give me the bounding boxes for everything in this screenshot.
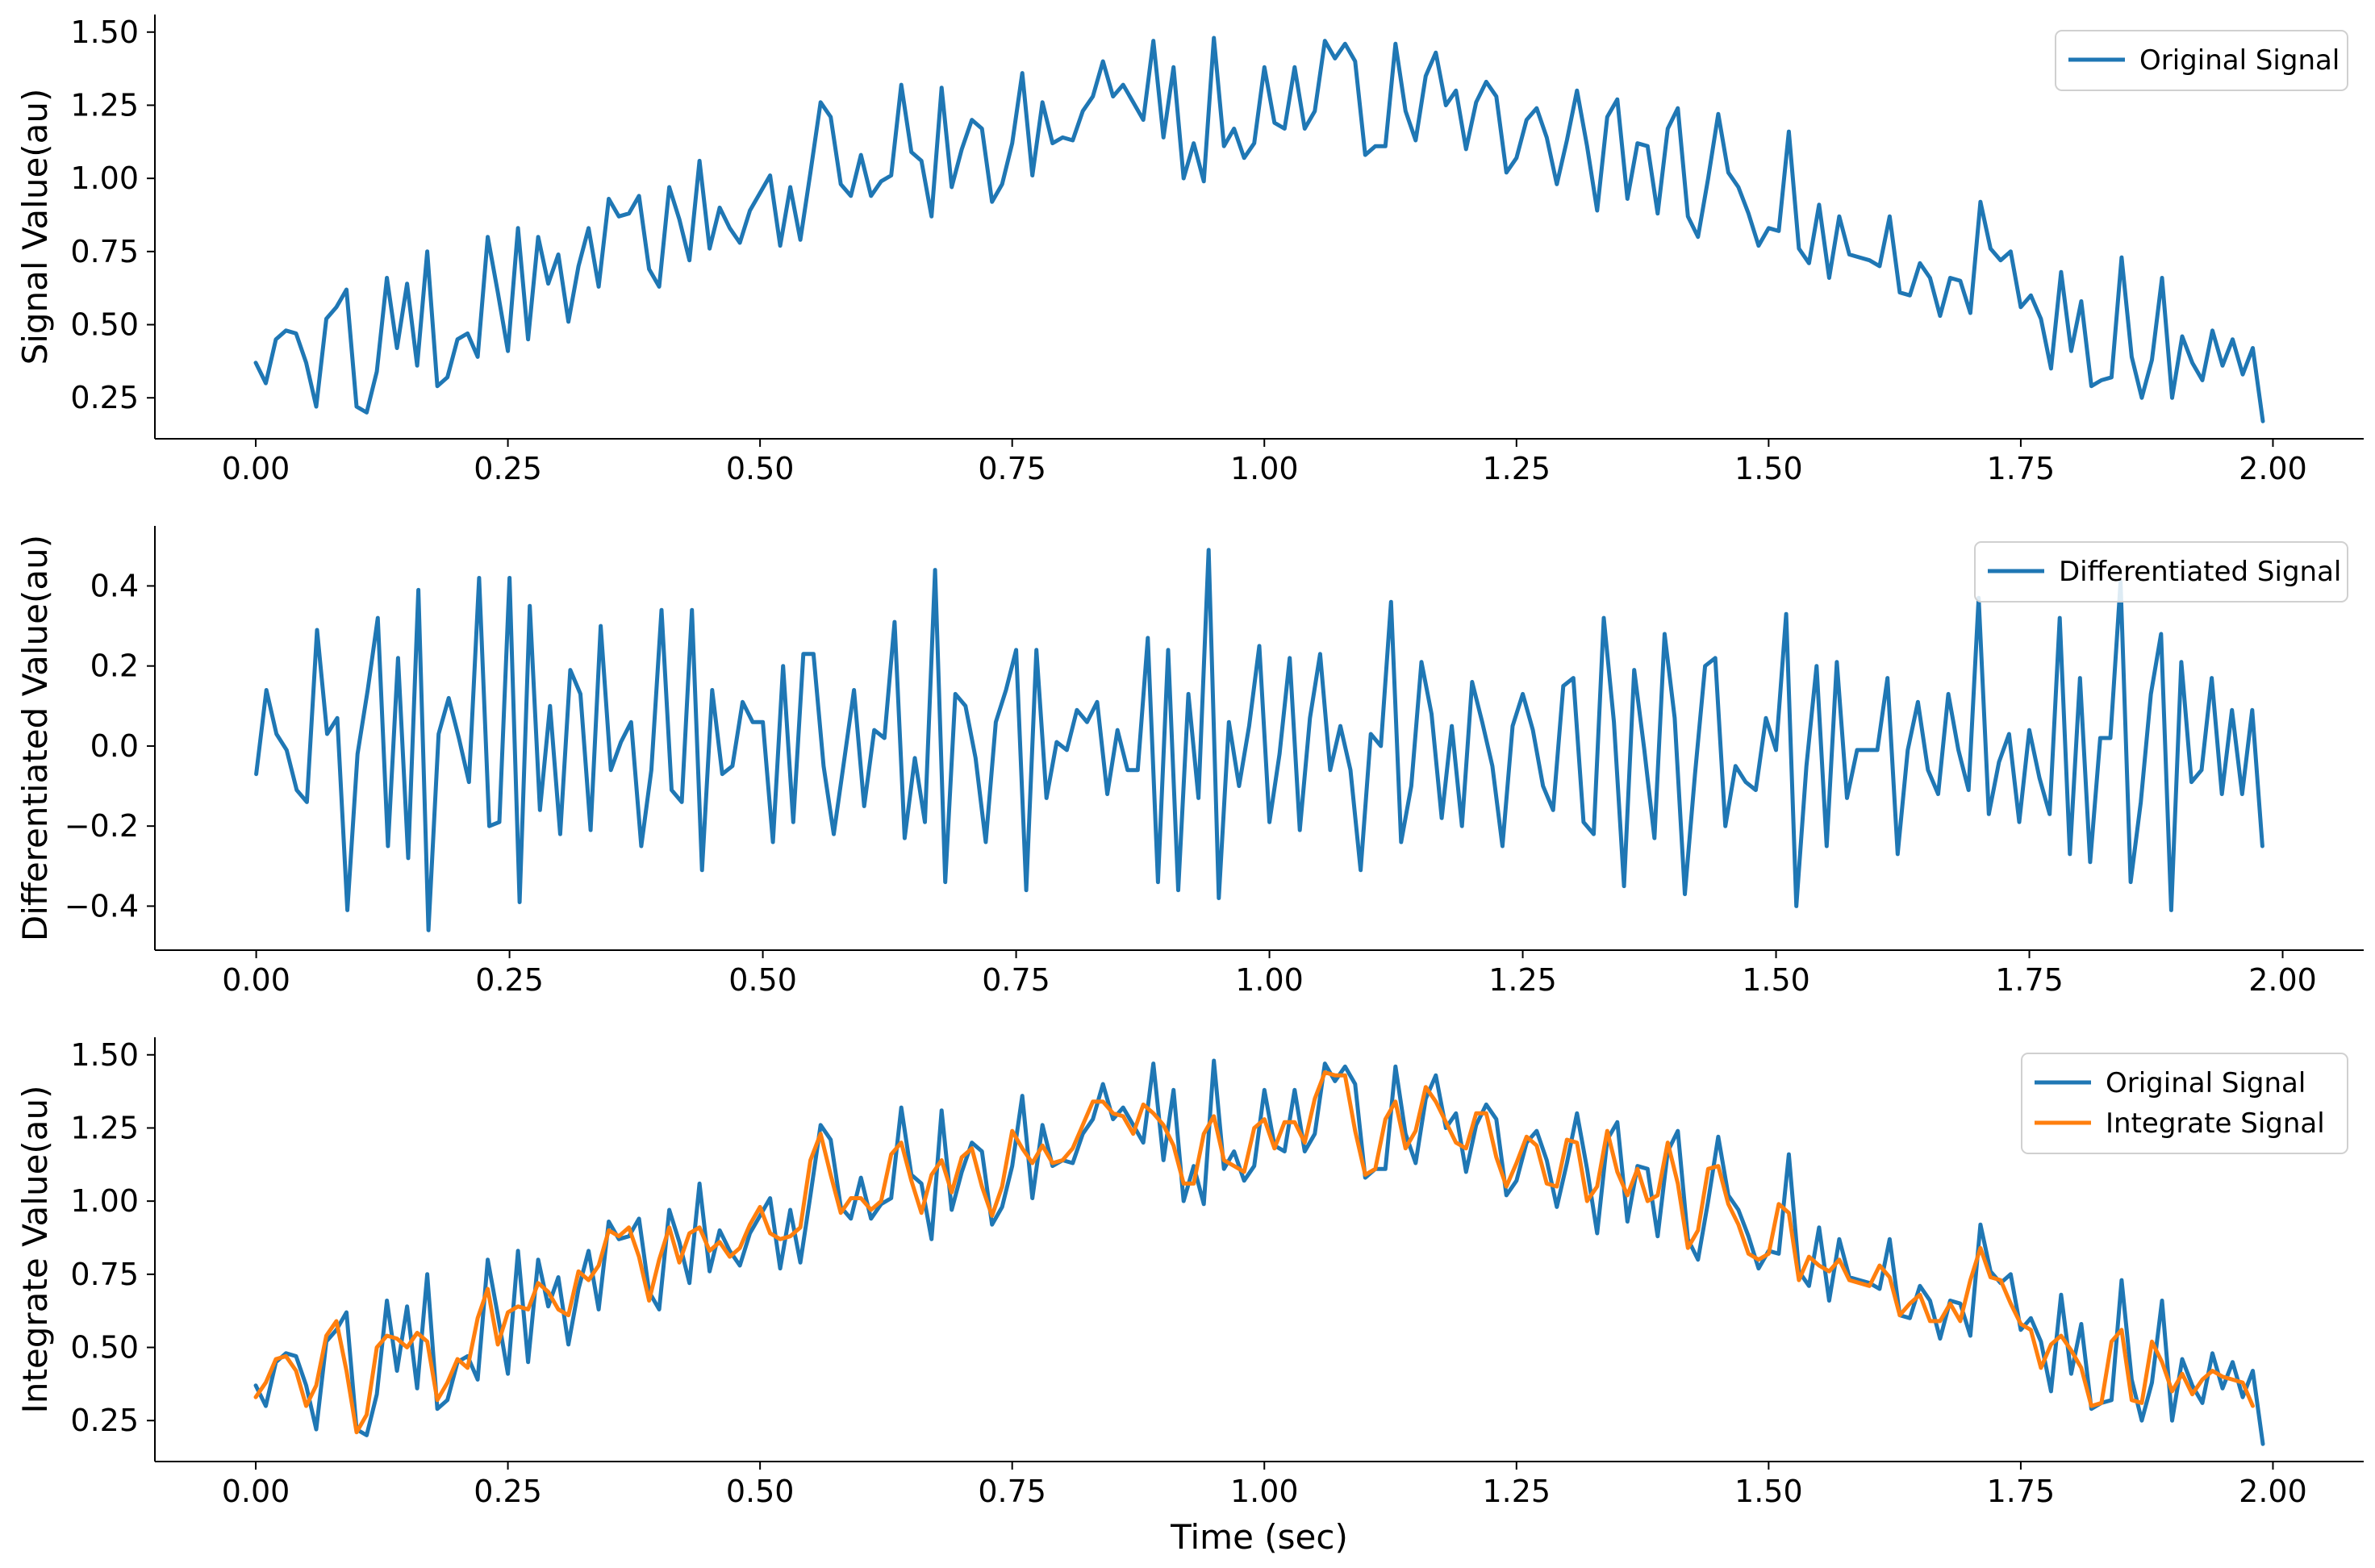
legend-label: Original Signal: [2106, 1067, 2306, 1099]
y-tick-label: 0.25: [70, 380, 139, 415]
legend-label: Integrate Signal: [2106, 1107, 2325, 1140]
y-axis-label: Signal Value(au): [15, 89, 55, 365]
x-tick-label: 0.25: [474, 451, 542, 486]
x-tick-label: 1.50: [1734, 1474, 1803, 1509]
x-tick-label: 1.25: [1483, 1474, 1551, 1509]
x-tick-label: 0.50: [726, 1474, 795, 1509]
x-tick-label: 2.00: [2248, 962, 2317, 998]
y-tick-label: −0.2: [65, 808, 139, 844]
legend: Original Signal: [2055, 30, 2348, 91]
x-tick-label: 0.75: [982, 962, 1050, 998]
y-tick-label: 0.50: [70, 307, 139, 343]
legend-label: Differentiated Signal: [2059, 556, 2341, 588]
y-tick-label: 0.75: [70, 234, 139, 269]
x-tick-label: 1.00: [1230, 1474, 1299, 1509]
y-tick-label: 0.75: [70, 1257, 139, 1292]
differentiated-value-chart: 0.00 0.25 0.50 0.75 1.00 1.25 1.50 1.75 2.00 −0.4…: [15, 526, 2364, 998]
x-tick-label: 0.75: [978, 451, 1046, 486]
x-tick-label: 0.25: [475, 962, 544, 998]
x-tick-label: 1.75: [1995, 962, 2064, 998]
x-tick-label: 1.25: [1483, 451, 1551, 486]
legend: Differentiated Signal: [1974, 541, 2348, 603]
x-tick-label: 0.00: [222, 962, 290, 998]
x-tick-label: 1.75: [1987, 1474, 2056, 1509]
y-tick-label: 0.25: [70, 1403, 139, 1438]
signal-value-chart: 0.00 0.25 0.50 0.75 1.00 1.25 1.50 1.75 2.00 0.25…: [15, 15, 2364, 486]
series-line-original-signal: [253, 35, 2265, 423]
legend-box: [2021, 1053, 2348, 1154]
y-tick-label: 1.50: [70, 1037, 139, 1073]
y-tick-label: 1.25: [70, 87, 139, 123]
x-tick-label: 0.75: [978, 1474, 1046, 1509]
legend-label: Original Signal: [2139, 44, 2340, 77]
y-tick-label: −0.4: [65, 888, 139, 924]
integrate-value-chart: 0.00 0.25 0.50 0.75 1.00 1.25 1.50 1.75 2.00 0.25…: [15, 1037, 2364, 1557]
series-line-integrate-signal: [253, 1070, 2255, 1435]
series-line-original-signal: [253, 1058, 2265, 1446]
x-tick-label: 2.00: [2239, 1474, 2307, 1509]
y-tick-label: 1.00: [70, 161, 139, 196]
y-tick-label: 1.50: [70, 15, 139, 50]
x-tick-label: 0.00: [222, 1474, 290, 1509]
x-tick-label: 1.00: [1230, 451, 1299, 486]
x-tick-label: 1.50: [1742, 962, 1810, 998]
x-tick-label: 0.50: [726, 451, 795, 486]
legend-box: [2055, 30, 2348, 91]
x-tick-label: 1.25: [1488, 962, 1557, 998]
x-tick-label: 0.25: [474, 1474, 542, 1509]
y-axis-label: Differentiated Value(au): [15, 535, 55, 941]
y-tick-label: 0.4: [90, 568, 139, 603]
x-tick-label: 0.00: [222, 451, 290, 486]
legend: Original Signal Integrate Signal: [2021, 1053, 2348, 1154]
y-tick-label: 0.0: [90, 728, 139, 764]
legend-box: [1974, 541, 2348, 603]
y-tick-label: 1.25: [70, 1110, 139, 1145]
x-tick-label: 0.50: [728, 962, 797, 998]
x-tick-label: 1.75: [1987, 451, 2056, 486]
x-tick-label: 2.00: [2239, 451, 2307, 486]
y-tick-label: 0.50: [70, 1330, 139, 1366]
x-axis-label: Time (sec): [1170, 1517, 1348, 1557]
y-tick-label: 0.2: [90, 648, 139, 684]
y-tick-label: 1.00: [70, 1183, 139, 1219]
y-axis-label: Integrate Value(au): [15, 1085, 55, 1413]
x-tick-label: 1.00: [1235, 962, 1304, 998]
x-tick-label: 1.50: [1734, 451, 1803, 486]
series-line-differentiated-signal: [254, 548, 2264, 932]
